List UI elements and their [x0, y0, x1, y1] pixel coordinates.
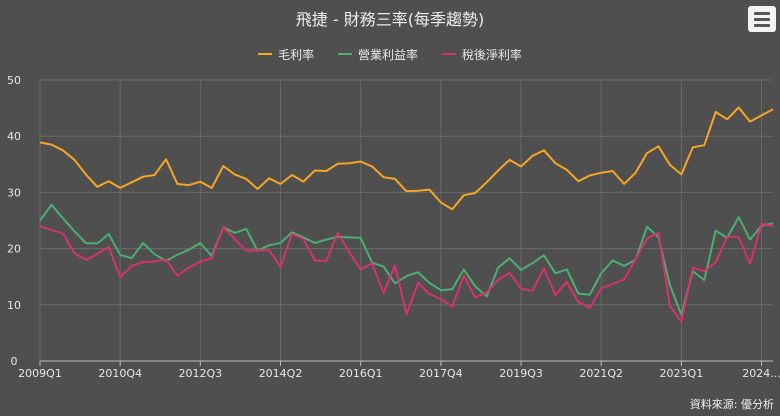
legend-item-gross-margin[interactable]: 毛利率	[258, 46, 314, 63]
y-tick-label: 30	[7, 186, 21, 199]
x-tick-label: 2019Q3	[499, 367, 543, 380]
x-tick-label: 2010Q4	[98, 367, 142, 380]
x-tick-label: 2014Q2	[259, 367, 303, 380]
hamburger-menu-icon-bar	[754, 18, 770, 21]
x-tick-label: 2009Q1	[18, 367, 62, 380]
legend-item-operating-margin[interactable]: 營業利益率	[337, 46, 418, 63]
series-line-2[interactable]	[39, 222, 774, 323]
y-tick-label: 0	[11, 355, 18, 368]
x-tick-label: 2024...	[742, 367, 780, 380]
y-tick-label: 40	[7, 130, 21, 143]
x-tick-label: 2017Q4	[419, 367, 463, 380]
series-line-1[interactable]	[39, 203, 774, 316]
legend-swatch	[441, 53, 456, 55]
axis-layer: 0 10 20 30 40 50 2009Q1 2010Q4 2012Q3 2014Q2 2016Q…	[7, 74, 780, 380]
hamburger-menu-button[interactable]	[748, 6, 776, 32]
x-tick-label: 2021Q2	[579, 367, 623, 380]
hamburger-menu-icon-bar	[754, 24, 770, 27]
legend-label: 毛利率	[278, 47, 315, 62]
series-line-0[interactable]	[39, 106, 774, 211]
hamburger-menu-icon	[754, 12, 770, 15]
y-tick-label: 20	[7, 243, 21, 256]
legend-label: 營業利益率	[357, 47, 418, 62]
legend-swatch	[337, 53, 352, 55]
source-note: 資料來源: 優分析	[689, 398, 774, 411]
series-layer	[39, 106, 774, 323]
chart-legend: 毛利率 營業利益率 稅後淨利率	[0, 44, 780, 63]
chart-title: 飛捷 - 財務三率(每季趨勢)	[295, 10, 485, 29]
legend-label: 稅後淨利率	[461, 47, 522, 62]
legend-item-net-margin[interactable]: 稅後淨利率	[441, 46, 522, 63]
y-tick-label: 50	[7, 74, 21, 87]
y-tick-label: 10	[7, 299, 21, 312]
x-tick-label: 2023Q1	[660, 367, 704, 380]
grid-layer	[39, 79, 773, 362]
x-tick-label: 2012Q3	[179, 367, 223, 380]
legend-swatch	[258, 53, 273, 55]
x-tick-label: 2016Q1	[339, 367, 383, 380]
